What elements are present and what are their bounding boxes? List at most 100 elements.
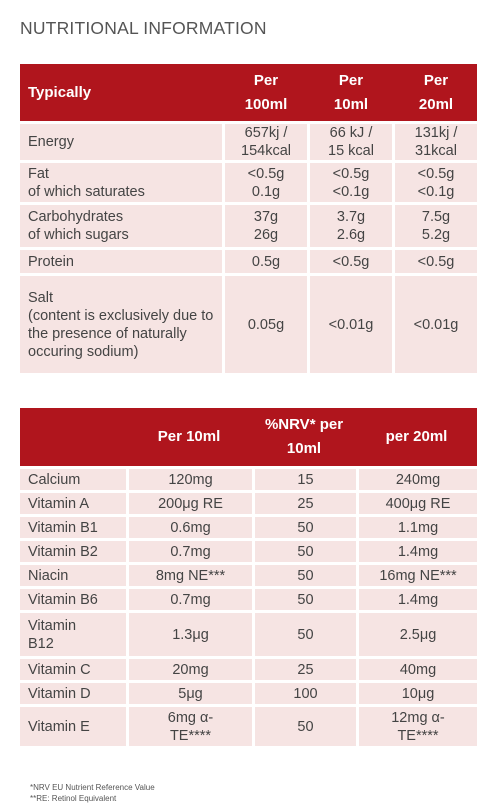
cell-value: 50 <box>252 538 356 562</box>
footnote-nrv: *NRV EU Nutrient Reference Value <box>30 783 155 792</box>
cell-value: 40mg <box>356 656 477 680</box>
col-header-nutrient <box>20 408 126 466</box>
table-row: Salt (content is exclusively due to the … <box>20 273 477 373</box>
table-row: Vitamin A 200μg RE 25 400μg RE <box>20 490 477 514</box>
cell-value: 131kj / 31kcal <box>392 121 477 160</box>
cell-value: <0.01g <box>307 273 392 373</box>
row-label: Calcium <box>20 466 126 490</box>
row-label: Niacin <box>20 562 126 586</box>
cell-value: 0.6mg <box>126 514 252 538</box>
row-label: Vitamin C <box>20 656 126 680</box>
cell-value: 10μg <box>356 680 477 704</box>
table-row: Carbohydrates of which sugars 37g 26g 3.… <box>20 202 477 247</box>
cell-value: 0.7mg <box>126 538 252 562</box>
cell-value: 5μg <box>126 680 252 704</box>
cell-value: 8mg NE*** <box>126 562 252 586</box>
col-header-per-100ml: Per 100ml <box>222 64 307 121</box>
cell-value-text: 12mg α-TE**** <box>391 709 445 744</box>
table-row: Vitamin B1 0.6mg 50 1.1mg <box>20 514 477 538</box>
col-header-nrv: %NRV* per 10ml <box>252 408 356 466</box>
footnote-re: **RE: Retinol Equivalent <box>30 794 117 803</box>
table-row: Vitamin C 20mg 25 40mg <box>20 656 477 680</box>
cell-value: 16mg NE*** <box>356 562 477 586</box>
row-label: Fat of which saturates <box>20 160 222 202</box>
col-header-nrv-text: %NRV* per 10ml <box>264 416 344 457</box>
row-label: Protein <box>20 247 222 273</box>
row-label-text: Vitamin B12 <box>28 617 77 652</box>
table-row: Vitamin B2 0.7mg 50 1.4mg <box>20 538 477 562</box>
table-row: Calcium 120mg 15 240mg <box>20 466 477 490</box>
col-header-per-20ml: Per 20ml <box>392 64 477 121</box>
cell-value: 0.05g <box>222 273 307 373</box>
cell-value: 0.7mg <box>126 586 252 610</box>
cell-value-text: 66 kJ / 15 kcal <box>328 125 374 159</box>
row-label: Vitamin B12 <box>20 610 126 656</box>
cell-value: <0.5g <0.1g <box>392 160 477 202</box>
cell-value-text: 6mg α-TE**** <box>167 709 214 744</box>
cell-value: <0.5g <0.1g <box>307 160 392 202</box>
cell-value: 20mg <box>126 656 252 680</box>
footnotes: *NRV EU Nutrient Reference Value **RE: R… <box>30 782 155 804</box>
table-row: Fat of which saturates <0.5g 0.1g <0.5g … <box>20 160 477 202</box>
cell-value: 400μg RE <box>356 490 477 514</box>
cell-value: 50 <box>252 514 356 538</box>
cell-value: 50 <box>252 610 356 656</box>
cell-value: 120mg <box>126 466 252 490</box>
cell-value: 240mg <box>356 466 477 490</box>
row-label: Vitamin B1 <box>20 514 126 538</box>
cell-value: 2.5μg <box>356 610 477 656</box>
cell-value-text: 131kj / 31kcal <box>414 125 458 159</box>
table-row: Vitamin B12 1.3μg 50 2.5μg <box>20 610 477 656</box>
cell-value: <0.01g <box>392 273 477 373</box>
cell-value: 50 <box>252 562 356 586</box>
cell-value: 50 <box>252 704 356 746</box>
row-label: Energy <box>20 121 222 160</box>
table-row: Vitamin B6 0.7mg 50 1.4mg <box>20 586 477 610</box>
row-label: Vitamin A <box>20 490 126 514</box>
table-row: Niacin 8mg NE*** 50 16mg NE*** <box>20 562 477 586</box>
col-header-per-10ml: Per 10ml <box>307 64 392 121</box>
col-header-typically: Typically <box>20 64 222 121</box>
vitamins-table: Per 10ml %NRV* per 10ml per 20ml Calcium… <box>20 408 477 746</box>
cell-value: 0.5g <box>222 247 307 273</box>
cell-value: 1.3μg <box>126 610 252 656</box>
cell-value: <0.5g <box>307 247 392 273</box>
cell-value: 37g 26g <box>222 202 307 247</box>
cell-value: 50 <box>252 586 356 610</box>
page-title: NUTRITIONAL INFORMATION <box>20 18 267 38</box>
table-row: Protein 0.5g <0.5g <0.5g <box>20 247 477 273</box>
cell-value: 657kj / 154kcal <box>222 121 307 160</box>
row-label: Salt (content is exclusively due to the … <box>20 273 222 373</box>
cell-value: 7.5g 5.2g <box>392 202 477 247</box>
cell-value: 1.4mg <box>356 538 477 562</box>
cell-value: 200μg RE <box>126 490 252 514</box>
cell-value: <0.5g 0.1g <box>222 160 307 202</box>
cell-value: 3.7g 2.6g <box>307 202 392 247</box>
cell-value: 12mg α-TE**** <box>356 704 477 746</box>
row-label: Vitamin B2 <box>20 538 126 562</box>
row-label: Vitamin E <box>20 704 126 746</box>
col-header-per-10ml-text: Per 10ml <box>333 71 369 113</box>
row-label: Carbohydrates of which sugars <box>20 202 222 247</box>
table-row: Vitamin E 6mg α-TE**** 50 12mg α-TE**** <box>20 704 477 746</box>
cell-value: <0.5g <box>392 247 477 273</box>
col-header-per-10ml: Per 10ml <box>126 408 252 466</box>
cell-value: 100 <box>252 680 356 704</box>
col-header-per-100ml-text: Per 100ml <box>244 71 288 113</box>
cell-value: 25 <box>252 490 356 514</box>
cell-value: 6mg α-TE**** <box>126 704 252 746</box>
cell-value: 1.1mg <box>356 514 477 538</box>
cell-value: 15 <box>252 466 356 490</box>
table-row: Vitamin D 5μg 100 10μg <box>20 680 477 704</box>
col-header-per-20ml-text: Per 20ml <box>418 71 454 113</box>
cell-value: 66 kJ / 15 kcal <box>307 121 392 160</box>
table-row: Energy 657kj / 154kcal 66 kJ / 15 kcal 1… <box>20 121 477 160</box>
col-header-per-20ml: per 20ml <box>356 408 477 466</box>
cell-value-text: 657kj / 154kcal <box>241 125 291 159</box>
row-label: Vitamin D <box>20 680 126 704</box>
cell-value: 1.4mg <box>356 586 477 610</box>
row-label: Vitamin B6 <box>20 586 126 610</box>
cell-value: 25 <box>252 656 356 680</box>
nutrition-table: Typically Per 100ml Per 10ml Per 20ml En… <box>20 64 477 373</box>
